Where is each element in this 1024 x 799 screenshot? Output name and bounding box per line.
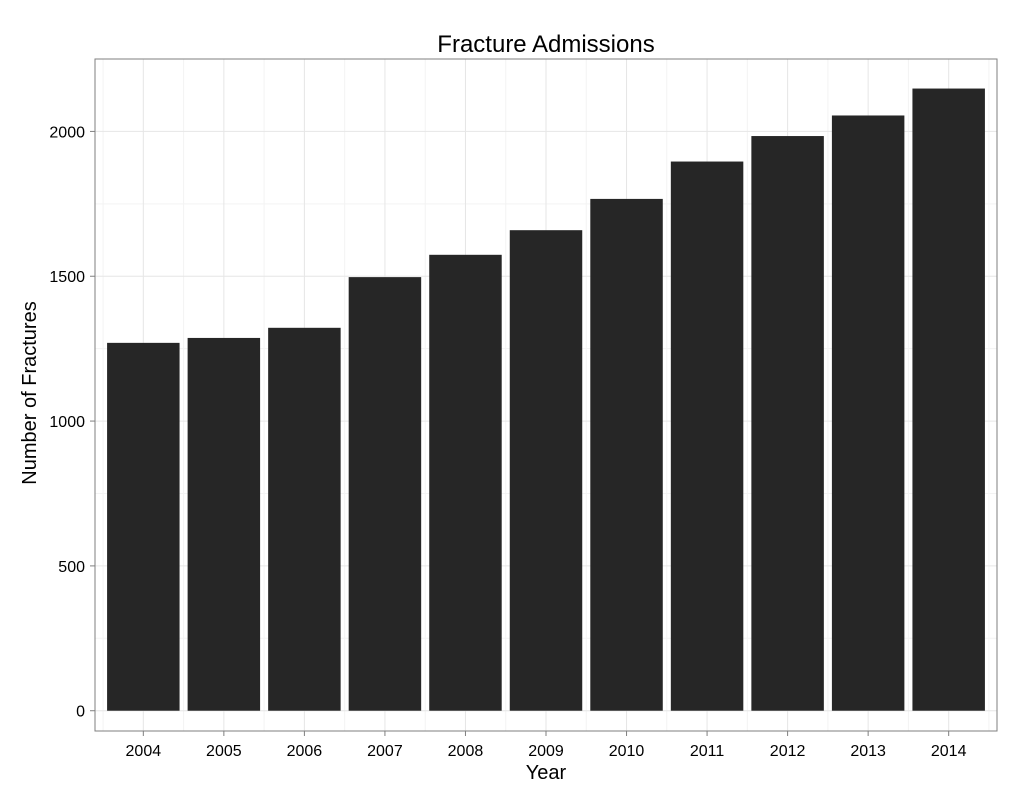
x-tick-label: 2009 (528, 743, 564, 760)
x-tick-label: 2011 (690, 743, 725, 760)
x-tick-label: 2005 (206, 743, 242, 760)
y-tick-label: 2000 (49, 124, 85, 141)
x-tick-label: 2006 (287, 743, 323, 760)
bar-2014 (912, 88, 985, 711)
bar-2007 (348, 277, 422, 711)
y-tick-label: 1000 (49, 414, 85, 431)
bar-2013 (831, 115, 905, 711)
y-axis-title: Number of Fractures (19, 301, 41, 484)
y-axis: 0 500 1000 1500 2000 (49, 124, 95, 721)
x-tick-label: 2012 (770, 743, 806, 760)
y-tick-label: 1500 (49, 269, 85, 286)
bars (107, 88, 985, 711)
y-tick-label: 0 (76, 704, 85, 721)
x-tick-label: 2004 (126, 743, 162, 760)
x-tick-label: 2013 (850, 743, 886, 760)
chart-title: Fracture Admissions (437, 31, 654, 58)
bar-2012 (751, 136, 824, 711)
bar-2011 (670, 161, 744, 711)
bar-2005 (187, 337, 261, 711)
x-tick-label: 2008 (448, 743, 484, 760)
x-tick-label: 2007 (367, 743, 403, 760)
bar-2004 (107, 342, 180, 711)
x-tick-label: 2010 (609, 743, 645, 760)
x-tick-label: 2014 (931, 743, 967, 760)
bar-2006 (268, 327, 341, 711)
bar-2010 (590, 198, 663, 711)
x-axis: 2004 2005 2006 2007 2008 2009 2010 2011 2012 2013… (126, 731, 967, 760)
y-tick-label: 500 (58, 559, 85, 576)
bar-2008 (429, 254, 502, 711)
bar-2009 (509, 230, 583, 711)
x-axis-title: Year (526, 762, 567, 784)
